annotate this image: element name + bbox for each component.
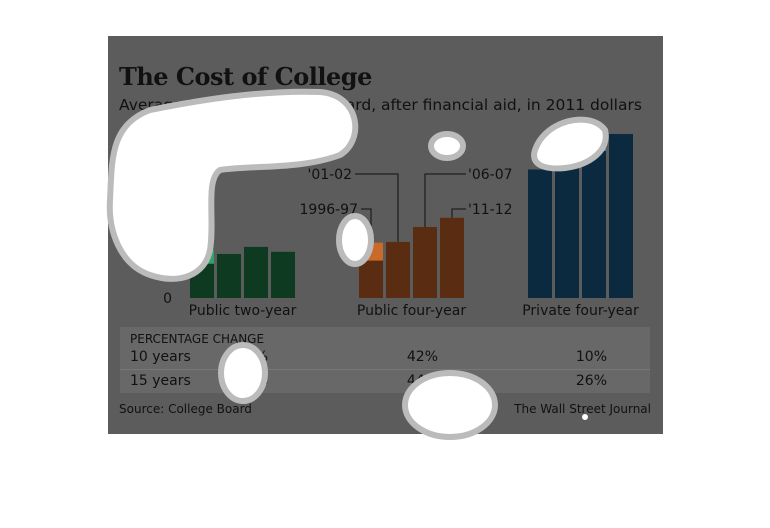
group-labels: Public two-year Public four-year Private f… [189,303,639,319]
period-callouts: 1996-97 '01-02 '06-07 '11-12 [300,167,513,243]
table-row: 10 years 4% 42% 10% [120,347,650,370]
occlusion-blob [531,116,609,172]
occlusion-dot [582,414,588,420]
occlusion-blob [218,342,268,404]
y-tick-label: 0 [163,291,172,307]
group-label: Public two-year [189,303,297,319]
row-label: 10 years [130,349,191,365]
group-label: Public four-year [357,303,466,319]
bar [217,253,241,298]
occlusion-blob [428,131,466,161]
group-label: Private four-year [522,303,639,319]
chart-title: The Cost of College [119,62,372,91]
bar [528,169,552,298]
occlusion-blob [336,213,374,267]
credit-note: The Wall Street Journal [514,402,651,416]
bar [244,246,268,298]
period-label: '11-12 [468,202,513,218]
occlusion-blob [106,88,359,282]
period-label: '06-07 [468,167,513,183]
bar [440,217,464,298]
occlusion-blob [402,370,498,440]
callout-line [424,173,466,227]
period-label: '01-02 [307,167,352,183]
bar [386,241,410,298]
table-cell: 10% [575,349,607,365]
percentage-change-heading: PERCENTAGE CHANGE [130,332,265,346]
bar [413,227,437,298]
period-label: 1996-97 [300,202,359,218]
table-cell: 26% [575,373,607,389]
bar [271,251,295,298]
source-note: Source: College Board [119,402,252,416]
callout-line [355,173,399,242]
table-cell: 42% [406,349,438,365]
callout-line [451,208,466,218]
bar [609,133,633,298]
bar [555,151,579,298]
row-label: 15 years [130,373,191,389]
percentage-change-table: PERCENTAGE CHANGE 10 years 4% 42% 10% 15… [120,327,650,393]
